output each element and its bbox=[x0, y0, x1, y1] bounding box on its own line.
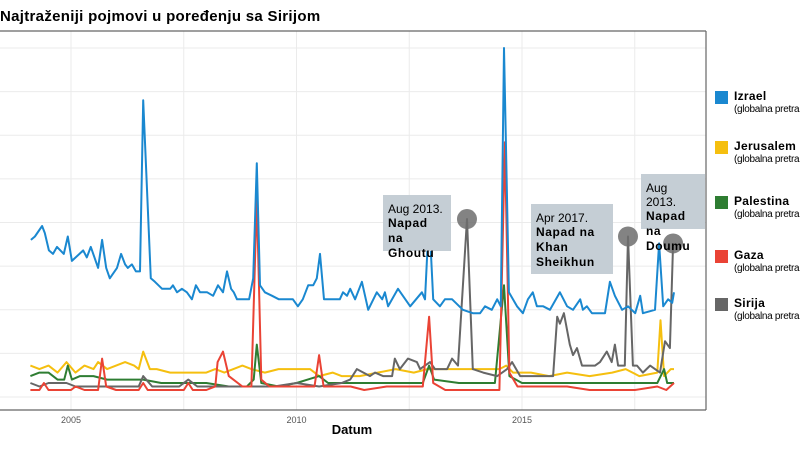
legend-swatch bbox=[715, 141, 728, 154]
legend-subtitle: (globalna pretra bbox=[734, 209, 800, 220]
series-line-palestina bbox=[30, 284, 674, 388]
annotation-text: Sheikhun bbox=[536, 255, 595, 269]
annotation-marker bbox=[456, 209, 477, 230]
legend-subtitle: (globalna pretra bbox=[734, 263, 800, 274]
annotation-box: Aug 2013. Napad na Doumu bbox=[641, 174, 705, 253]
legend-label: Izrael bbox=[734, 89, 767, 103]
annotation-marker bbox=[617, 226, 638, 247]
series-line-izrael bbox=[30, 47, 675, 315]
annotation-marker bbox=[663, 233, 684, 254]
x-tick-label: 2005 bbox=[61, 415, 81, 425]
annotation-date: Aug 2013. bbox=[646, 181, 677, 209]
series-line-sirija bbox=[30, 218, 675, 388]
annotation-text: Napad na bbox=[646, 209, 686, 238]
legend-subtitle: (globalna pretra bbox=[734, 154, 800, 165]
legend-label: Palestina bbox=[734, 194, 790, 208]
legend-subtitle: (globalna pretra bbox=[734, 104, 800, 115]
legend-label: Gaza bbox=[734, 248, 764, 262]
annotation-text: Napad na bbox=[536, 225, 595, 239]
legend-swatch bbox=[715, 196, 728, 209]
legend-label: Sirija bbox=[734, 296, 766, 310]
annotation-text: Ghoutu bbox=[388, 246, 435, 260]
chart-title: Najtraženiji pojmovi u poređenju sa Siri… bbox=[0, 8, 321, 25]
x-tick-label: 2010 bbox=[286, 415, 306, 425]
legend-swatch bbox=[715, 298, 728, 311]
x-tick-label: 2015 bbox=[512, 415, 532, 425]
x-axis-label: Datum bbox=[332, 422, 372, 437]
legend-subtitle: (globalna pretra bbox=[734, 311, 800, 322]
annotation-date: Aug 2013. bbox=[388, 202, 443, 216]
legend-label: Jerusalem bbox=[734, 139, 797, 153]
series-line-jerusalem bbox=[30, 319, 674, 378]
annotation-date: Apr 2017. bbox=[536, 211, 589, 225]
annotation-text: Doumu bbox=[646, 239, 691, 253]
annotation-text: Napad na bbox=[388, 216, 428, 245]
legend-swatch bbox=[715, 250, 728, 263]
annotation-box: Apr 2017. Napad na Khan Sheikhun bbox=[531, 204, 613, 274]
legend-swatch bbox=[715, 91, 728, 104]
series-line-gaza bbox=[30, 141, 675, 391]
annotation-text: Khan bbox=[536, 240, 569, 254]
annotation-box: Aug 2013. Napad na Ghoutu bbox=[383, 195, 451, 260]
